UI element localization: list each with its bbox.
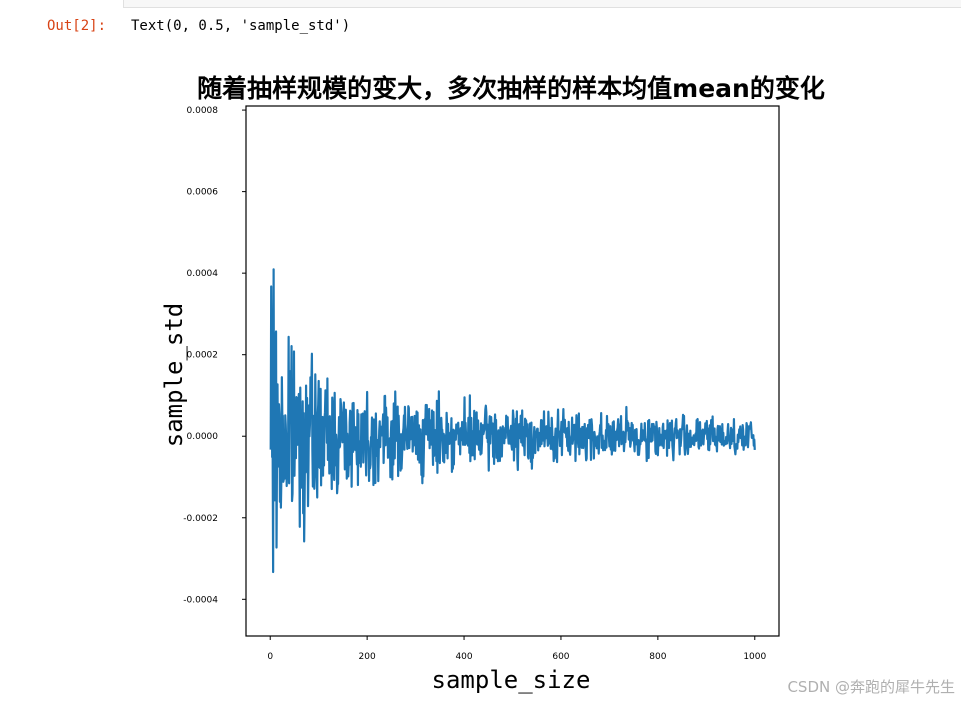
x-axis-label: sample_size [432,666,591,694]
y-tick-label: 0.0006 [187,188,219,198]
x-tick-label: 400 [455,652,472,662]
series-line-sample-std [269,268,756,574]
y-tick-label: 0.0002 [187,351,219,361]
x-tick-label: 600 [552,652,569,662]
plot-frame [245,105,780,637]
watermark: CSDN @奔跑的犀牛先生 [787,678,955,696]
series-group [269,268,756,574]
y-axis-label: sample_std [160,303,188,448]
y-tick-label: -0.0004 [183,595,218,605]
y-tick-label: 0.0000 [187,432,219,442]
notebook-cell-edge [0,0,961,8]
output-text: Text(0, 0.5, 'sample_std') [131,18,351,34]
y-tick-label: 0.0008 [187,106,219,116]
previous-cell-border [123,0,961,8]
x-axis-ticks: 0 200 400 600 800 1000 [267,636,766,662]
x-tick-label: 0 [267,652,273,662]
output-prompt: Out[2]: [47,18,107,34]
x-tick-label: 200 [359,652,376,662]
x-tick-label: 800 [649,652,666,662]
chart-title: 随着抽样规模的变大，多次抽样的样本均值mean的变化 [197,74,825,103]
x-tick-label: 1000 [743,652,766,662]
y-tick-label: 0.0004 [187,269,219,279]
y-tick-label: -0.0002 [183,514,218,524]
y-axis-ticks: -0.0004 -0.0002 0.0000 0.0002 0.0004 0.0006 0.… [183,106,246,605]
